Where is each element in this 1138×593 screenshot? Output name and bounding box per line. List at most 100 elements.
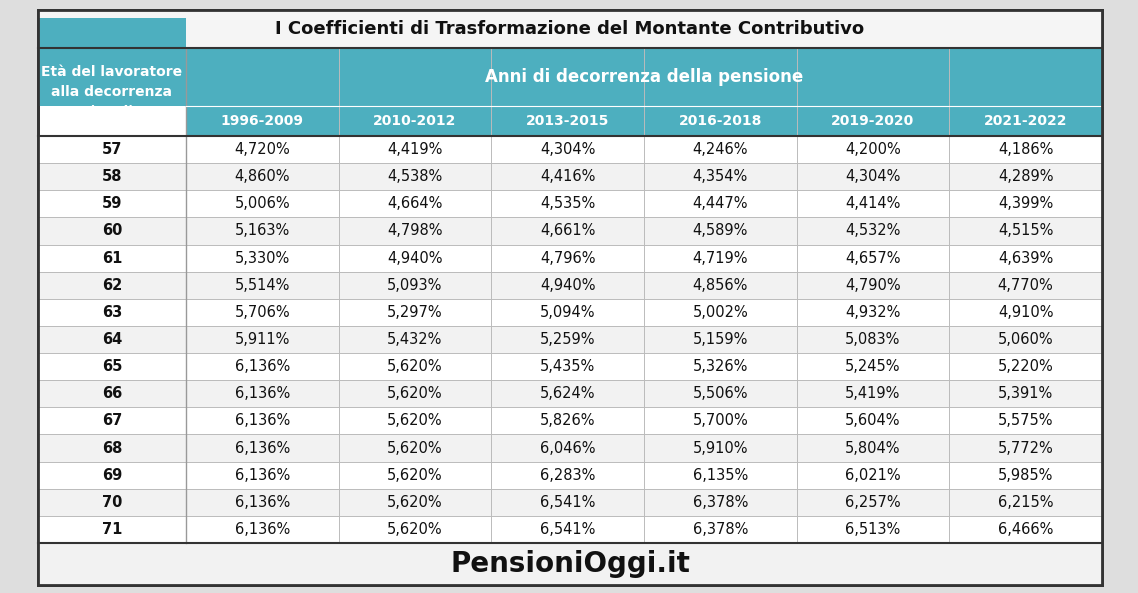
Text: 5,514%: 5,514% [234,278,290,293]
Text: 4,200%: 4,200% [846,142,901,157]
Text: 5,506%: 5,506% [693,386,748,401]
Text: 4,416%: 4,416% [539,169,595,184]
Text: 5,620%: 5,620% [387,522,443,537]
Bar [38,190,1102,218]
Text: 4,910%: 4,910% [998,305,1054,320]
Bar [38,10,1102,48]
Text: 5,391%: 5,391% [998,386,1054,401]
Text: 69: 69 [102,468,122,483]
Text: 4,419%: 4,419% [387,142,443,157]
Text: 6,136%: 6,136% [234,413,290,428]
Text: 5,706%: 5,706% [234,305,290,320]
Text: 5,985%: 5,985% [998,468,1054,483]
Text: 4,639%: 4,639% [998,251,1054,266]
Text: 5,910%: 5,910% [693,441,748,455]
Text: 4,532%: 4,532% [846,224,900,238]
Text: 5,620%: 5,620% [387,386,443,401]
Text: 5,159%: 5,159% [693,332,748,347]
Text: 6,541%: 6,541% [539,522,595,537]
Text: 4,538%: 4,538% [387,169,443,184]
Text: 5,220%: 5,220% [998,359,1054,374]
Text: 5,419%: 5,419% [846,386,900,401]
Text: 6,046%: 6,046% [539,441,595,455]
Text: 5,620%: 5,620% [387,413,443,428]
Text: PensioniOggi.it: PensioniOggi.it [450,550,690,578]
Text: 4,856%: 4,856% [693,278,748,293]
Text: 4,246%: 4,246% [693,142,748,157]
Text: 4,932%: 4,932% [846,305,900,320]
Text: 6,021%: 6,021% [846,468,901,483]
Text: 70: 70 [101,495,122,510]
Text: 5,245%: 5,245% [846,359,901,374]
Text: 6,136%: 6,136% [234,522,290,537]
Text: 71: 71 [101,522,122,537]
Text: 61: 61 [101,251,122,266]
Text: 5,259%: 5,259% [539,332,595,347]
Text: 66: 66 [102,386,122,401]
Bar [38,136,1102,163]
Bar [38,353,1102,380]
Text: 5,826%: 5,826% [539,413,595,428]
Bar [38,380,1102,407]
Text: Età del lavoratore
alla decorrenza
(anni): Età del lavoratore alla decorrenza (anni… [41,65,182,119]
Bar [185,106,1102,136]
Text: 6,136%: 6,136% [234,386,290,401]
Text: 6,136%: 6,136% [234,468,290,483]
Text: 4,798%: 4,798% [387,224,443,238]
Text: 4,447%: 4,447% [693,196,748,211]
Bar [38,489,1102,516]
Text: I Coefficienti di Trasformazione del Montante Contributivo: I Coefficienti di Trasformazione del Mon… [275,20,865,38]
Text: 4,304%: 4,304% [539,142,595,157]
Text: 5,620%: 5,620% [387,359,443,374]
Bar [38,461,1102,489]
Text: 2010-2012: 2010-2012 [373,114,456,128]
Text: 6,135%: 6,135% [693,468,748,483]
Text: 57: 57 [101,142,122,157]
Text: 6,136%: 6,136% [234,359,290,374]
Text: 62: 62 [102,278,122,293]
Text: 2016-2018: 2016-2018 [678,114,762,128]
Text: 5,700%: 5,700% [692,413,748,428]
Text: 6,283%: 6,283% [539,468,595,483]
Text: 5,772%: 5,772% [998,441,1054,455]
Bar [38,163,1102,190]
Text: 68: 68 [101,441,122,455]
Text: 4,940%: 4,940% [387,251,443,266]
Text: 4,515%: 4,515% [998,224,1054,238]
Text: 6,215%: 6,215% [998,495,1054,510]
Text: 4,664%: 4,664% [387,196,443,211]
Text: 4,661%: 4,661% [539,224,595,238]
Text: 5,163%: 5,163% [234,224,290,238]
Text: 4,354%: 4,354% [693,169,748,184]
Text: 5,620%: 5,620% [387,468,443,483]
Bar [38,407,1102,435]
Text: 5,604%: 5,604% [846,413,901,428]
Text: 5,330%: 5,330% [234,251,290,266]
Text: 4,186%: 4,186% [998,142,1054,157]
Text: 60: 60 [101,224,122,238]
Text: 4,796%: 4,796% [539,251,595,266]
Bar [38,18,185,106]
Text: 4,414%: 4,414% [846,196,900,211]
Text: 6,136%: 6,136% [234,495,290,510]
Bar [38,543,1102,585]
Text: 6,513%: 6,513% [846,522,900,537]
Text: 5,575%: 5,575% [998,413,1054,428]
Bar [38,218,1102,244]
Text: 2013-2015: 2013-2015 [526,114,609,128]
Text: 2019-2020: 2019-2020 [832,114,915,128]
Text: 5,326%: 5,326% [693,359,748,374]
Text: 67: 67 [102,413,122,428]
Text: 4,304%: 4,304% [846,169,900,184]
Text: 6,378%: 6,378% [693,495,748,510]
Text: 5,624%: 5,624% [539,386,595,401]
Text: 65: 65 [101,359,122,374]
Text: 4,720%: 4,720% [234,142,290,157]
Text: 2021-2022: 2021-2022 [984,114,1067,128]
Bar [38,272,1102,299]
Text: 5,006%: 5,006% [234,196,290,211]
Text: 5,094%: 5,094% [539,305,595,320]
Text: Anni di decorrenza della pensione: Anni di decorrenza della pensione [485,68,803,86]
Text: 5,083%: 5,083% [846,332,900,347]
Text: 5,002%: 5,002% [692,305,748,320]
